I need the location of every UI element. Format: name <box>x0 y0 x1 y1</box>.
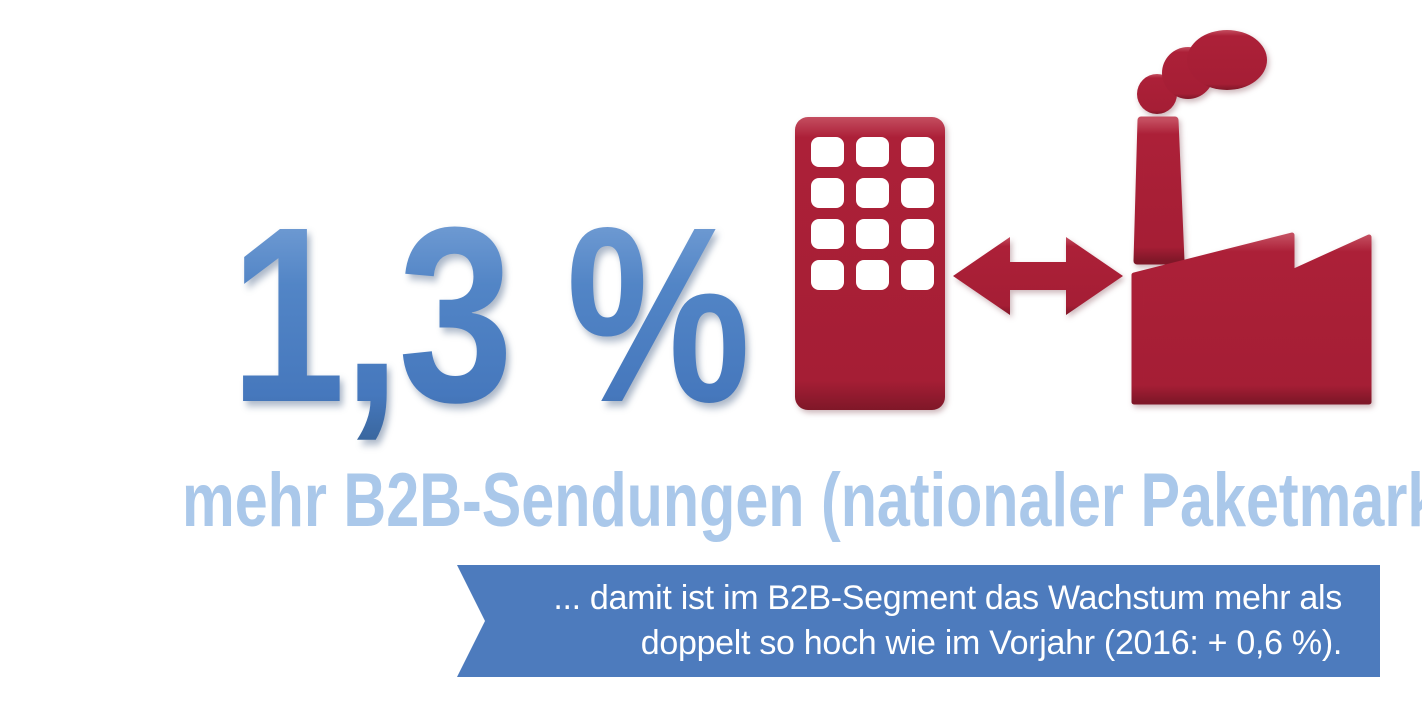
banner-text-line1: ... damit ist im B2B-Segment das Wachstu… <box>553 579 1342 617</box>
headline-value: 1,3 % <box>230 175 751 454</box>
banner-text-line2: doppelt so hoch wie im Vorjahr (2016: + … <box>640 624 1343 662</box>
factory-chimney <box>1133 116 1185 265</box>
banner-ribbon: ... damit ist im B2B-Segment das Wachstu… <box>457 565 1380 677</box>
office-building-icon <box>795 117 945 410</box>
factory-smoke <box>1137 30 1267 114</box>
double-headed-arrow-icon <box>953 237 1123 315</box>
headline-caption: mehr B2B-Sendungen (nationaler Paketmark… <box>182 458 1422 543</box>
factory-icon <box>1131 30 1372 405</box>
factory-building <box>1131 232 1372 405</box>
arrow-shape <box>953 237 1123 315</box>
building-windows <box>811 137 934 290</box>
